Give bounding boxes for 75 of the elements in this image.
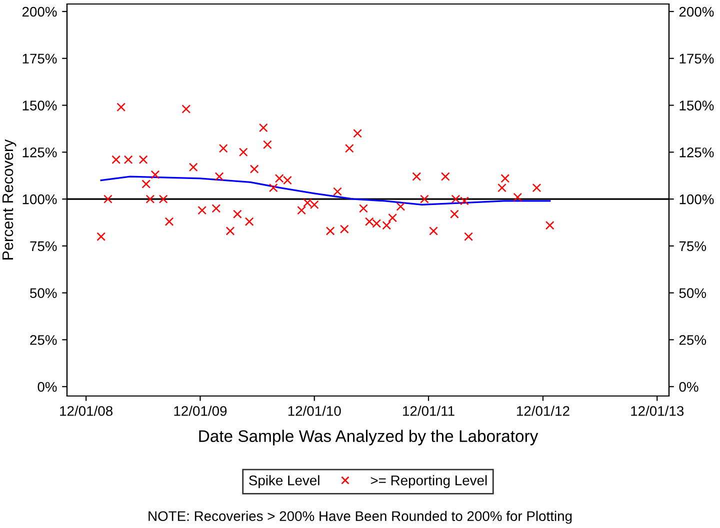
point bbox=[340, 224, 349, 234]
point bbox=[388, 213, 397, 222]
x-tick-label: 12/01/13 bbox=[631, 406, 684, 416]
point bbox=[116, 102, 126, 112]
point bbox=[188, 162, 198, 172]
line-series bbox=[100, 176, 551, 206]
point bbox=[268, 183, 278, 192]
point bbox=[396, 202, 406, 211]
legend-title: Spike Level bbox=[249, 475, 320, 488]
point bbox=[545, 220, 554, 230]
point bbox=[112, 155, 121, 164]
y-tick-label: 100% bbox=[22, 194, 57, 204]
point bbox=[142, 180, 151, 188]
y-tick-label: 200% bbox=[22, 6, 57, 17]
y-tick-label: 125% bbox=[22, 148, 57, 158]
point bbox=[420, 194, 429, 204]
point bbox=[218, 144, 228, 153]
point bbox=[498, 183, 506, 192]
point bbox=[214, 172, 224, 181]
point bbox=[532, 183, 542, 192]
y-tick-label: 150% bbox=[22, 100, 57, 110]
point bbox=[238, 148, 248, 157]
point bbox=[344, 144, 354, 153]
y-tick-label: 175% bbox=[22, 54, 57, 64]
point bbox=[464, 232, 473, 241]
y2-tick-label: 25% bbox=[679, 335, 706, 345]
point bbox=[359, 204, 368, 213]
x-tick-label: 12/01/08 bbox=[60, 406, 113, 416]
point bbox=[158, 194, 168, 204]
point bbox=[500, 174, 510, 183]
x-tick-label: 12/01/10 bbox=[288, 406, 341, 416]
point bbox=[182, 104, 191, 114]
y2-tick-label: 50% bbox=[679, 288, 706, 298]
point bbox=[333, 187, 342, 196]
point bbox=[146, 194, 155, 204]
y-tick-label: 0% bbox=[38, 382, 57, 392]
x-axis-title: Date Sample Was Analyzed by the Laboratory bbox=[199, 430, 538, 446]
y-axis-title: Percent Recovery bbox=[2, 139, 16, 260]
point bbox=[226, 226, 235, 236]
point bbox=[250, 164, 259, 174]
point bbox=[198, 206, 207, 215]
point bbox=[412, 172, 422, 181]
point bbox=[353, 128, 362, 138]
point bbox=[440, 172, 450, 181]
x-tick-label: 12/01/12 bbox=[517, 406, 570, 416]
point bbox=[150, 170, 160, 180]
point bbox=[258, 123, 268, 132]
point bbox=[326, 226, 335, 236]
point bbox=[450, 210, 459, 218]
point bbox=[513, 192, 522, 202]
text: NOTE: Recoveries > 200% Have Been Rounded to 200% for Plotting bbox=[148, 510, 572, 524]
y2-tick-label: 125% bbox=[680, 148, 714, 158]
y2-tick-label: 75% bbox=[679, 241, 706, 252]
point bbox=[164, 217, 174, 226]
y2-tick-label: 150% bbox=[680, 100, 714, 110]
point bbox=[233, 210, 242, 218]
point bbox=[138, 155, 148, 164]
legend-label: >= Reporting Level bbox=[370, 475, 487, 488]
x-tick-label: 12/01/11 bbox=[403, 406, 454, 416]
point bbox=[212, 204, 221, 213]
point bbox=[297, 206, 306, 215]
y-tick-label: 75% bbox=[30, 241, 57, 252]
point bbox=[96, 232, 106, 241]
y2-tick-label: 175% bbox=[680, 54, 714, 64]
point bbox=[124, 155, 133, 164]
y-tick-label: 25% bbox=[30, 335, 57, 345]
y2-tick-label: 200% bbox=[679, 6, 714, 17]
y-tick-label: 50% bbox=[30, 288, 57, 298]
y2-tick-label: 0% bbox=[679, 382, 698, 392]
y2-tick-label: 100% bbox=[680, 194, 714, 204]
point bbox=[263, 140, 272, 150]
x-tick-label: 12/01/09 bbox=[174, 406, 227, 416]
point bbox=[429, 226, 438, 236]
point bbox=[244, 217, 254, 226]
point bbox=[104, 194, 112, 204]
